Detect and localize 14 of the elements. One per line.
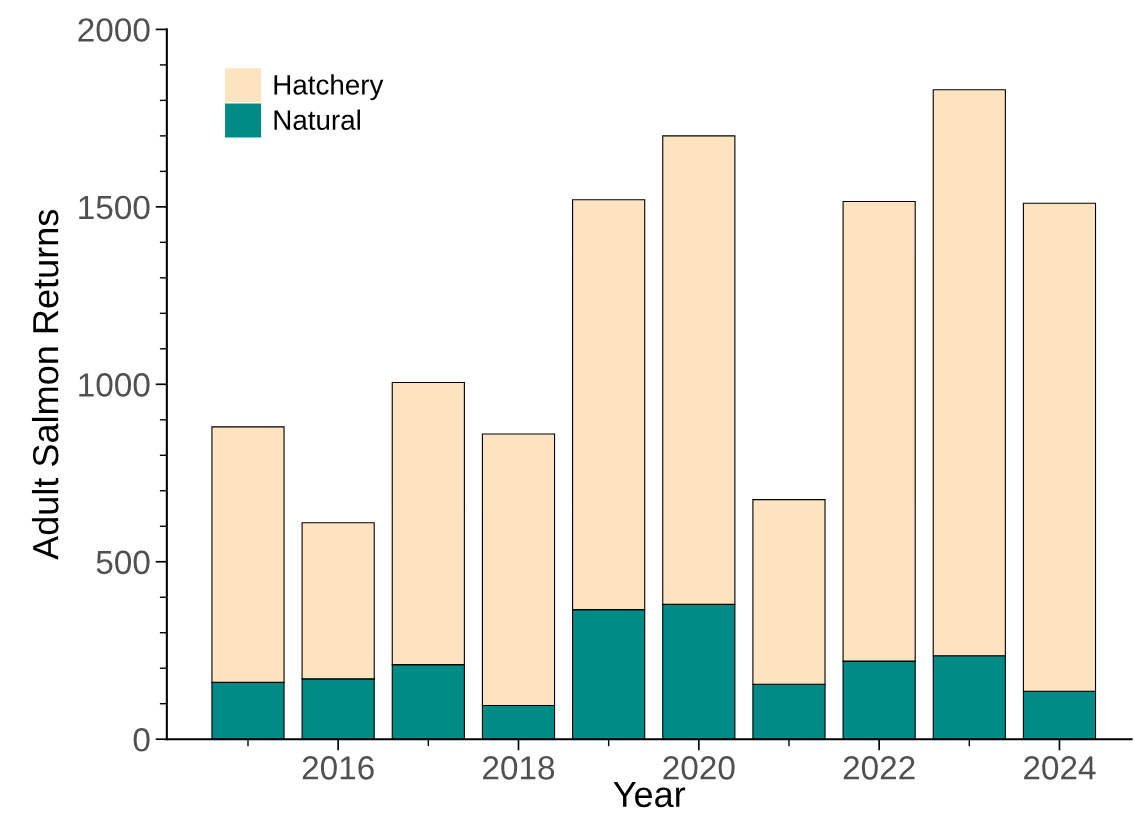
x-tick-label: 2024 [1024, 756, 1096, 780]
x-tick-label: 2016 [302, 756, 374, 780]
y-tick-label: 1500 [79, 195, 150, 220]
x-tick-label: 2018 [483, 756, 555, 780]
x-tick-label: 2022 [843, 756, 915, 780]
legend-label: Hatchery [274, 74, 384, 101]
legend-label: Natural [274, 109, 360, 130]
y-axis-title: Adult Salmon Returns [31, 209, 59, 560]
x-axis-title: Year [613, 782, 686, 808]
y-tick-label: 0 [133, 728, 150, 752]
y-tick-label: 1000 [79, 373, 150, 397]
y-tick-label: 2000 [78, 18, 150, 42]
y-tick-label: 500 [96, 550, 150, 575]
x-tick-label: 2020 [663, 756, 735, 780]
